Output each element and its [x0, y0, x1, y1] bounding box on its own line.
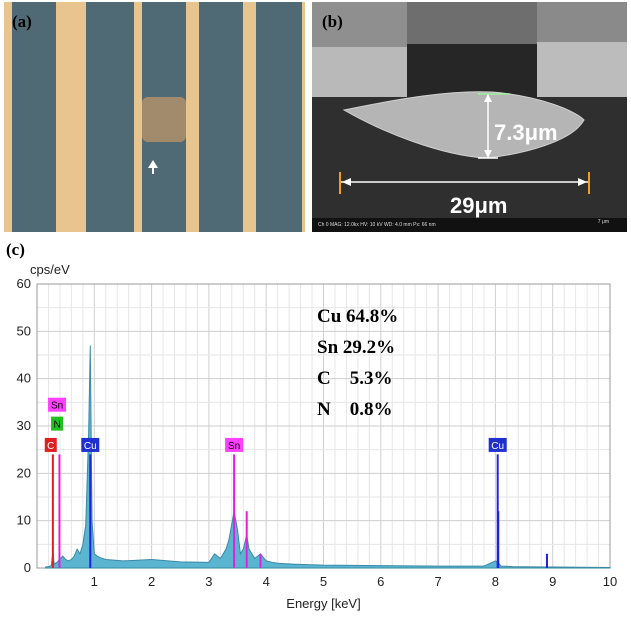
spectrum-area-series [45, 345, 611, 569]
panel-a-label: (a) [12, 12, 32, 31]
composition-line: C 5.3% [317, 368, 392, 389]
element-marker-box [44, 437, 57, 452]
stripe-1 [12, 2, 56, 232]
defect-spot [142, 97, 186, 142]
x-tick-label: 3 [205, 574, 212, 589]
y-tick-label: 60 [17, 276, 31, 291]
eds-spectrum-chart: 0 10 20 30 40 50 60 1 2 3 4 5 6 7 8 9 10 Sn NC Cu Sn Cu Cu … [17, 276, 618, 611]
element-marker-box [225, 437, 244, 452]
element-marker-label: Cu [84, 441, 97, 452]
composition-line: N 0.8% [317, 399, 392, 420]
y-tick-label: 30 [17, 418, 31, 433]
composition-table: Cu 64.8% Sn 29.2% C 5.3% N 0.8% [317, 306, 398, 420]
sem-info-bar: Ch 0 MAG: 12.0kx HV: 10 kV WD: 4.0 mm Px… [312, 218, 627, 232]
y-tick-label: 0 [24, 560, 31, 575]
arrow-marker-icon [148, 160, 158, 168]
width-measurement-label: 29μm [450, 193, 508, 218]
x-tick-label: 7 [434, 574, 441, 589]
x-tick-label: 6 [377, 574, 384, 589]
sem-scale-label: 7 μm [597, 219, 609, 225]
x-tick-label: 1 [91, 574, 98, 589]
element-marker-box [48, 397, 67, 412]
element-markers: Sn NC Cu Sn Cu [44, 397, 507, 452]
y-tick-label: 20 [17, 465, 31, 480]
element-marker-box [81, 437, 100, 452]
arrow-marker-stem [152, 167, 154, 174]
optical-image-panel [4, 2, 305, 232]
element-marker-label: Cu [491, 441, 504, 452]
composition-line: Cu 64.8% [317, 306, 398, 327]
y-tick-labels: 0 10 20 30 40 50 60 [17, 276, 31, 575]
composition-line: Sn 29.2% [317, 337, 395, 358]
x-axis-title: Energy [keV] [286, 596, 360, 611]
chart-grid [36, 283, 611, 569]
element-marker-label: Sn [228, 441, 240, 452]
peak-lines [51, 454, 548, 568]
x-tick-label: 10 [603, 574, 617, 589]
y-tick-label: 10 [17, 513, 31, 528]
sem-image-drawing [312, 2, 627, 232]
sem-info-text: Ch 0 MAG: 12.0kx HV: 10 kV WD: 4.0 mm Px… [318, 222, 436, 228]
stripe-5 [256, 2, 302, 232]
height-measurement-label: 7.3μm [494, 120, 558, 145]
panel-c-label: (c) [6, 240, 25, 259]
sem-image-panel: Ch 0 MAG: 12.0kx HV: 10 kV WD: 4.0 mm Px… [312, 2, 627, 232]
element-marker-label: N [53, 420, 60, 431]
stripe-4 [199, 2, 243, 232]
y-axis-unit-label: cps/eV [30, 262, 70, 277]
x-tick-label: 4 [263, 574, 270, 589]
x-tick-label: 2 [148, 574, 155, 589]
stripe-2 [86, 2, 134, 232]
element-marker-label: Sn [51, 401, 63, 412]
panel-b-label: (b) [322, 12, 343, 31]
element-marker-box [51, 416, 64, 431]
x-tick-label: 5 [320, 574, 327, 589]
element-marker-box [488, 437, 507, 452]
x-tick-label: 8 [492, 574, 499, 589]
x-tick-label: 9 [549, 574, 556, 589]
x-tick-labels: 1 2 3 4 5 6 7 8 9 10 [91, 574, 618, 589]
element-marker-label: C [47, 441, 54, 452]
y-tick-label: 40 [17, 371, 31, 386]
y-tick-label: 50 [17, 323, 31, 338]
